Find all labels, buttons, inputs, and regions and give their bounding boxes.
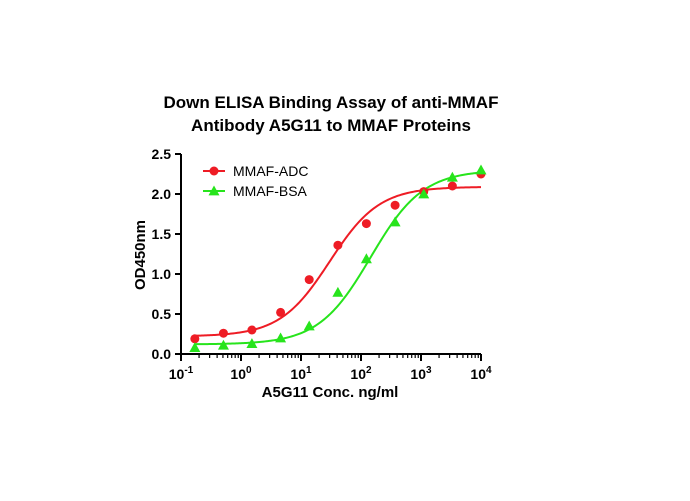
legend-marker — [209, 166, 219, 176]
y-axis-label: OD450nm — [132, 220, 149, 290]
data-point — [389, 216, 401, 227]
data-point — [475, 164, 487, 175]
data-point — [332, 286, 344, 297]
data-point — [446, 171, 458, 182]
x-tick-label: 104 — [470, 365, 492, 382]
chart-title-line-1: Down ELISA Binding Assay of anti-MMAF — [164, 93, 499, 112]
legend: MMAF-ADC MMAF-BSA — [203, 163, 308, 199]
axes: 0.0 0.5 1.0 1.5 2.0 2.5 10-1 100 101 102 103 104 — [152, 146, 492, 382]
data-point — [218, 328, 228, 338]
data-point — [246, 338, 258, 348]
data-point — [247, 325, 257, 335]
legend-label: MMAF-BSA — [233, 183, 308, 199]
y-tick-label: 0.0 — [152, 346, 172, 362]
y-tick-label: 2.5 — [152, 146, 172, 162]
data-point — [189, 342, 201, 352]
y-tick-label: 1.5 — [152, 226, 172, 242]
fit-curve — [194, 171, 482, 346]
data-point — [447, 181, 457, 191]
data-point — [275, 332, 287, 343]
x-tick-label: 100 — [230, 365, 252, 382]
y-tick-label: 1.0 — [152, 266, 172, 282]
fit-curve — [194, 186, 482, 337]
data-point — [303, 320, 315, 331]
data-point — [390, 200, 400, 210]
x-tick-label: 102 — [350, 365, 372, 382]
data-point — [190, 334, 200, 344]
x-tick-label: 101 — [290, 365, 312, 382]
data-point — [276, 307, 286, 317]
x-axis-label: A5G11 Conc. ng/ml — [262, 384, 399, 401]
legend-label: MMAF-ADC — [233, 163, 308, 179]
x-tick-label: 10-1 — [169, 365, 194, 382]
y-tick-label: 2.0 — [152, 186, 172, 202]
data-point — [418, 188, 430, 199]
chart-title-line-2: Antibody A5G11 to MMAF Proteins — [191, 116, 471, 135]
data-points — [189, 164, 487, 352]
data-point — [304, 275, 314, 285]
y-tick-label: 0.5 — [152, 306, 172, 322]
data-point — [361, 219, 371, 229]
legend-marker — [208, 185, 220, 196]
data-point — [217, 339, 229, 350]
data-point — [333, 240, 343, 250]
data-point — [360, 253, 372, 264]
x-tick-label: 103 — [410, 365, 432, 382]
